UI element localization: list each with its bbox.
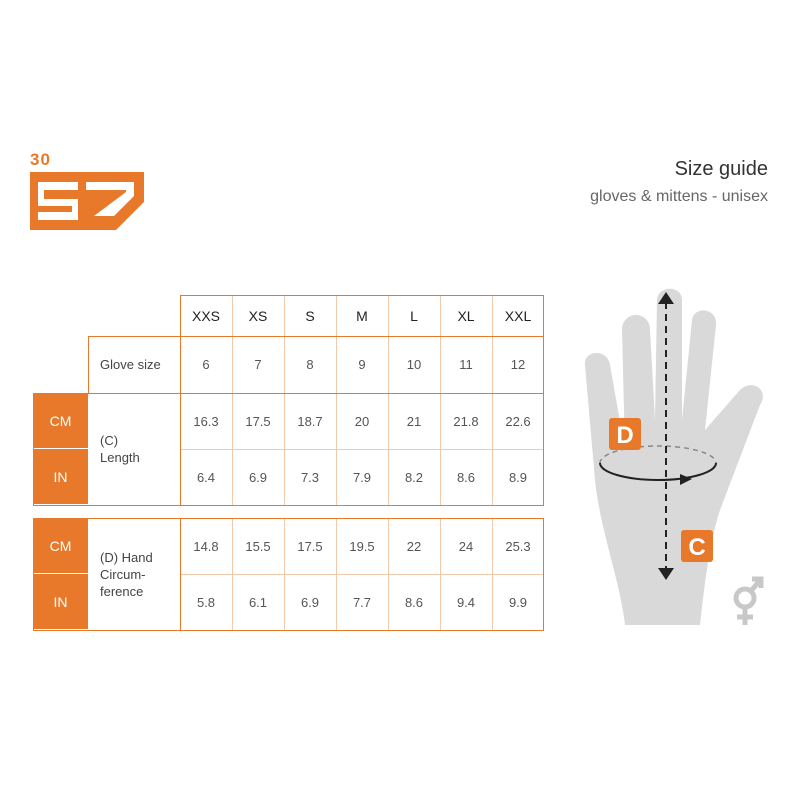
size-header-xxl: XXL [504, 307, 532, 324]
circumference-cm-unit: CM [33, 518, 88, 574]
size-header-m: M [356, 307, 368, 324]
grid-line [232, 295, 233, 393]
size-header-xl: XL [457, 307, 475, 324]
length-in-value: 7.3 [300, 469, 320, 485]
size-header-s: S [305, 307, 315, 324]
grid-line [180, 336, 544, 337]
grid-line [180, 449, 544, 450]
length-cm-value: 18.7 [297, 413, 323, 429]
length-cm-unit: CM [33, 393, 88, 449]
length-in-value: 8.6 [456, 469, 476, 485]
length-cm-value: 20 [354, 413, 370, 429]
grid-line [180, 393, 181, 505]
length-label: (C) Length [100, 433, 140, 465]
grid-line [492, 295, 493, 393]
brand-mark-37 [30, 172, 144, 230]
circumference-cm-value: 15.5 [245, 538, 271, 554]
page-title: Size guide [674, 158, 768, 180]
length-cm-value: 21.8 [453, 413, 479, 429]
length-in-value: 8.9 [508, 469, 528, 485]
circumference-in-value: 5.8 [196, 594, 216, 610]
circumference-cm-value: 24 [458, 538, 474, 554]
length-in-value: 6.9 [248, 469, 268, 485]
hand-diagram: D C [584, 288, 764, 625]
length-cm-value: 21 [406, 413, 422, 429]
length-cm-value: 22.6 [505, 413, 531, 429]
arrow-up-icon [658, 292, 674, 304]
circumference-in-value: 6.9 [300, 594, 320, 610]
length-cm-value: 16.3 [193, 413, 219, 429]
glove-size-value: 7 [254, 357, 262, 372]
circumference-cm-value: 25.3 [505, 538, 531, 554]
glove-size-value: 12 [510, 357, 526, 372]
circumference-cm-value: 14.8 [193, 538, 219, 554]
circumference-cm-value: 19.5 [349, 538, 375, 554]
grid-line [180, 574, 544, 575]
circumference-in-unit: IN [33, 574, 88, 630]
size-header-l: L [410, 307, 418, 324]
grid-line [388, 295, 389, 393]
circumference-in-value: 9.4 [456, 594, 476, 610]
hand-silhouette [584, 288, 763, 625]
page-subtitle: gloves & mittens - unisex [590, 188, 768, 205]
glove-size-label: Glove size [100, 357, 161, 372]
glove-size-value: 8 [306, 357, 314, 372]
grid-line [440, 295, 441, 393]
size-header-xs: XS [248, 307, 268, 324]
circumference-in-value: 6.1 [248, 594, 268, 610]
circumference-label: (D) Hand Circum- ference [100, 549, 153, 599]
circumference-cm-value: 22 [406, 538, 422, 554]
arrow-down-icon [658, 568, 674, 580]
grid-line [284, 295, 285, 393]
circumference-in-value: 8.6 [404, 594, 424, 610]
length-in-value: 6.4 [196, 469, 216, 485]
circumference-in-value: 9.9 [508, 594, 528, 610]
length-cm-value: 17.5 [245, 413, 271, 429]
circumference-in-value: 7.7 [352, 594, 372, 610]
circumference-cm-value: 17.5 [297, 538, 323, 554]
label-d: D [616, 422, 633, 449]
label-c-badge [681, 530, 713, 562]
label-c: C [688, 534, 705, 561]
glove-size-value: 11 [459, 357, 473, 372]
glove-size-value: 6 [202, 357, 210, 372]
length-in-value: 7.9 [352, 469, 372, 485]
size-header-xxs: XXS [191, 307, 220, 324]
grid-line [336, 295, 337, 393]
glove-size-value: 9 [358, 357, 366, 372]
glove-size-value: 10 [406, 357, 422, 372]
length-in-unit: IN [33, 449, 88, 505]
unisex-gender-icon [733, 576, 764, 625]
length-in-value: 8.2 [404, 469, 424, 485]
label-d-badge [609, 418, 641, 450]
grid-line [180, 518, 181, 630]
